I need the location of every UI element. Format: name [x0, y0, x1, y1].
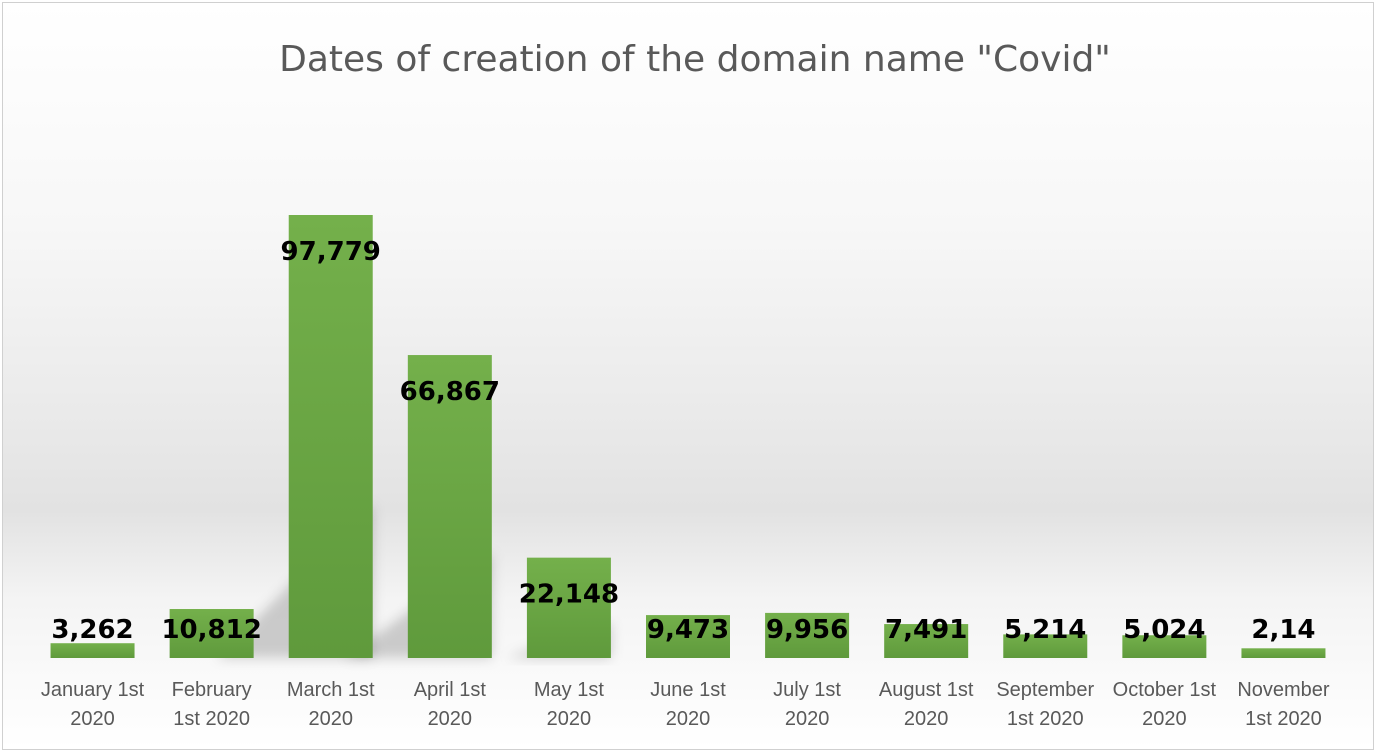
bar [646, 615, 730, 658]
x-tick-label: March 1st 2020 [287, 679, 375, 730]
x-axis-tick-labels: January 1st 2020 February 1st 2020 March 1st… [41, 679, 1330, 730]
x-tick-label: February 1st 2020 [172, 679, 252, 730]
bar-value-label: 7,491 [885, 615, 967, 645]
x-tick-label: April 1st 2020 [414, 679, 487, 730]
x-tick-label: October 1st 2020 [1113, 679, 1217, 730]
bar-chart: Dates of creation of the domain name "Co… [41, 39, 1330, 730]
bar [884, 624, 969, 658]
x-tick-label: September 1st 2020 [996, 679, 1094, 730]
bar-value-label: 5,214 [1004, 615, 1086, 645]
x-tick-label: January 1st 2020 [41, 679, 145, 730]
bar-value-label: 22,148 [519, 580, 619, 610]
x-tick-label: June 1st 2020 [650, 679, 726, 730]
bar-value-label: 9,956 [766, 615, 848, 645]
bar [1003, 634, 1088, 658]
value-labels: 3,262 10,812 97,779 66,867 22,148 9,473 9,956 7… [51, 237, 1315, 645]
bar-value-label: 66,867 [400, 377, 500, 407]
bar-value-label: 3,262 [51, 615, 133, 645]
x-tick-label: August 1st 2020 [879, 679, 974, 730]
bar-value-label: 9,473 [647, 615, 729, 645]
bar [407, 355, 492, 658]
bar [50, 643, 135, 658]
bar [169, 609, 254, 658]
bars [50, 215, 1326, 658]
bar [1241, 648, 1326, 658]
bar [1122, 635, 1207, 658]
bar [288, 215, 373, 658]
bar-value-label: 97,779 [281, 237, 381, 267]
bar [765, 612, 850, 658]
bar-value-label: 5,024 [1123, 615, 1205, 645]
x-tick-label: November 1st 2020 [1237, 679, 1330, 730]
bar-value-label: 2,14 [1251, 615, 1315, 645]
x-tick-label: May 1st 2020 [534, 679, 604, 730]
chart-title: Dates of creation of the domain name "Co… [279, 39, 1111, 80]
x-tick-label: July 1st 2020 [773, 679, 841, 730]
bar [526, 557, 611, 658]
bar-value-label: 10,812 [161, 615, 261, 645]
